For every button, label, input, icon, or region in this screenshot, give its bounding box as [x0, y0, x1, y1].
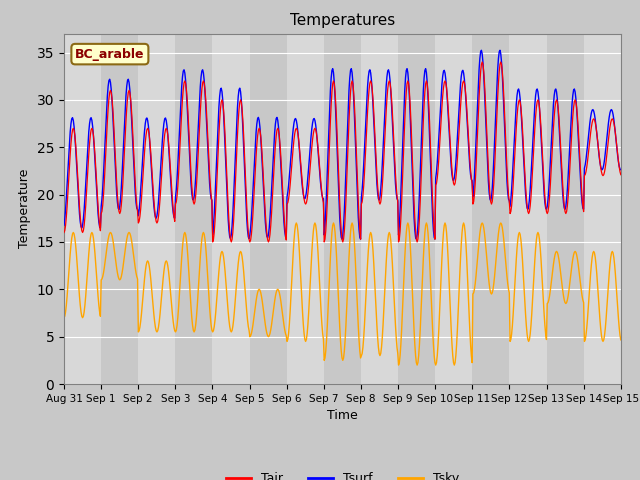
Bar: [509, 34, 547, 384]
Bar: [101, 34, 138, 384]
Text: BC_arable: BC_arable: [75, 48, 145, 60]
Bar: [64, 34, 101, 384]
Bar: [584, 34, 621, 384]
Bar: [138, 34, 175, 384]
Bar: [547, 34, 584, 384]
Bar: [435, 34, 472, 384]
Bar: [472, 34, 509, 384]
Legend: Tair, Tsurf, Tsky: Tair, Tsurf, Tsky: [221, 467, 464, 480]
Bar: [398, 34, 435, 384]
X-axis label: Time: Time: [327, 409, 358, 422]
Bar: [361, 34, 398, 384]
Title: Temperatures: Temperatures: [290, 13, 395, 28]
Bar: [287, 34, 324, 384]
Y-axis label: Temperature: Temperature: [18, 169, 31, 249]
Bar: [175, 34, 212, 384]
Bar: [250, 34, 287, 384]
Bar: [324, 34, 361, 384]
Bar: [212, 34, 250, 384]
